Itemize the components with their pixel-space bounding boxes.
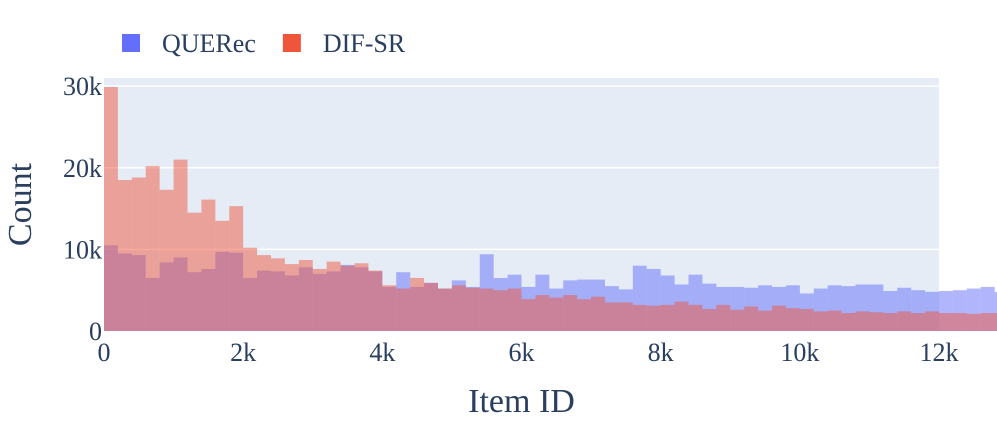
histogram-bar bbox=[438, 288, 452, 331]
histogram-bar bbox=[229, 206, 244, 331]
histogram-bar bbox=[577, 299, 592, 331]
histogram-bar bbox=[549, 297, 564, 331]
histogram-bar bbox=[284, 264, 299, 331]
histogram-bar bbox=[493, 290, 508, 331]
histogram-bar bbox=[382, 285, 397, 331]
histogram-bar bbox=[340, 265, 355, 331]
histogram-bar bbox=[465, 287, 480, 331]
y-tick-label: 10k bbox=[63, 235, 102, 264]
histogram-bar bbox=[799, 308, 814, 331]
histogram-bar bbox=[326, 261, 341, 331]
histogram-bar bbox=[883, 313, 898, 331]
histogram-bar bbox=[869, 312, 884, 331]
histogram-bar bbox=[159, 189, 174, 331]
y-tick-label: 0 bbox=[89, 317, 102, 346]
histogram-bar bbox=[354, 263, 369, 331]
histogram-bar bbox=[201, 199, 216, 331]
histogram-bar bbox=[758, 310, 772, 331]
x-axis-ticks: 0 2k 4k 6k 8k 10k 12k bbox=[98, 338, 959, 367]
x-tick-label: 0 bbox=[98, 338, 111, 367]
histogram-bar bbox=[521, 299, 536, 331]
series-dif-sr bbox=[104, 86, 997, 331]
legend-label: DIF-SR bbox=[323, 29, 406, 58]
x-tick-label: 8k bbox=[648, 338, 674, 367]
histogram-bar bbox=[187, 212, 202, 331]
legend-swatch bbox=[282, 34, 301, 52]
histogram-bar bbox=[117, 180, 132, 331]
histogram-bar bbox=[410, 277, 425, 331]
legend-item[interactable]: DIF-SR bbox=[282, 29, 406, 58]
histogram-bar bbox=[104, 86, 118, 331]
histogram-bar bbox=[424, 282, 438, 331]
y-tick-label: 30k bbox=[63, 72, 102, 101]
histogram-bar bbox=[730, 309, 745, 331]
histogram-bar bbox=[688, 304, 703, 331]
histogram-bar bbox=[298, 259, 313, 331]
histogram-bar bbox=[563, 295, 578, 331]
histogram-bar bbox=[173, 159, 188, 331]
histogram-bar bbox=[257, 255, 271, 331]
y-axis-ticks: 0 10k 20k 30k bbox=[63, 72, 102, 346]
histogram-bar bbox=[980, 313, 995, 331]
histogram-bar bbox=[966, 313, 981, 331]
histogram-bar bbox=[396, 288, 411, 331]
histogram-bar bbox=[841, 313, 856, 331]
histogram-bar bbox=[911, 313, 926, 331]
histogram-bar bbox=[618, 302, 633, 331]
histogram-bar bbox=[897, 311, 912, 331]
histogram-bar bbox=[939, 313, 953, 331]
y-tick-label: 20k bbox=[63, 154, 102, 183]
histogram-bar bbox=[131, 177, 146, 331]
histogram-bar bbox=[243, 247, 258, 331]
histogram-bar bbox=[271, 258, 285, 331]
histogram-bar bbox=[813, 311, 828, 331]
histogram-bar bbox=[591, 296, 605, 331]
x-axis-title: Item ID bbox=[468, 383, 575, 420]
histogram-bar bbox=[451, 285, 466, 331]
histogram-bar bbox=[994, 291, 997, 331]
x-tick-label: 6k bbox=[509, 338, 535, 367]
histogram-bar bbox=[507, 288, 522, 331]
legend[interactable]: QUERec DIF-SR bbox=[122, 29, 406, 58]
histogram-bar bbox=[716, 304, 731, 331]
histogram-bar bbox=[994, 313, 997, 331]
histogram-bar bbox=[674, 301, 689, 331]
histogram-bar bbox=[632, 304, 647, 331]
histogram-bar bbox=[785, 308, 800, 331]
histogram-bar bbox=[215, 220, 230, 331]
y-axis-title: Count bbox=[2, 162, 39, 246]
histogram-bar bbox=[535, 295, 550, 331]
histogram-bar bbox=[479, 288, 494, 331]
histogram-bar bbox=[646, 305, 661, 331]
histogram-bar bbox=[925, 311, 939, 331]
x-tick-label: 2k bbox=[230, 338, 256, 367]
legend-item[interactable]: QUERec bbox=[122, 29, 256, 58]
legend-swatch bbox=[122, 34, 140, 52]
histogram-bar bbox=[772, 305, 786, 331]
x-tick-label: 10k bbox=[780, 338, 819, 367]
legend-label: QUERec bbox=[162, 29, 256, 58]
histogram-bar bbox=[744, 306, 759, 331]
bars bbox=[104, 86, 997, 331]
histogram-bar bbox=[855, 311, 870, 331]
histogram-bar bbox=[952, 313, 967, 331]
x-tick-label: 4k bbox=[369, 338, 395, 367]
histogram-bar bbox=[702, 308, 717, 331]
histogram-bar bbox=[145, 166, 160, 331]
histogram-bar bbox=[368, 270, 383, 331]
histogram-bar bbox=[312, 268, 327, 331]
histogram-bar bbox=[605, 302, 619, 331]
histogram-bar bbox=[660, 304, 675, 331]
x-tick-label: 12k bbox=[920, 338, 959, 367]
histogram-bar bbox=[827, 310, 842, 331]
